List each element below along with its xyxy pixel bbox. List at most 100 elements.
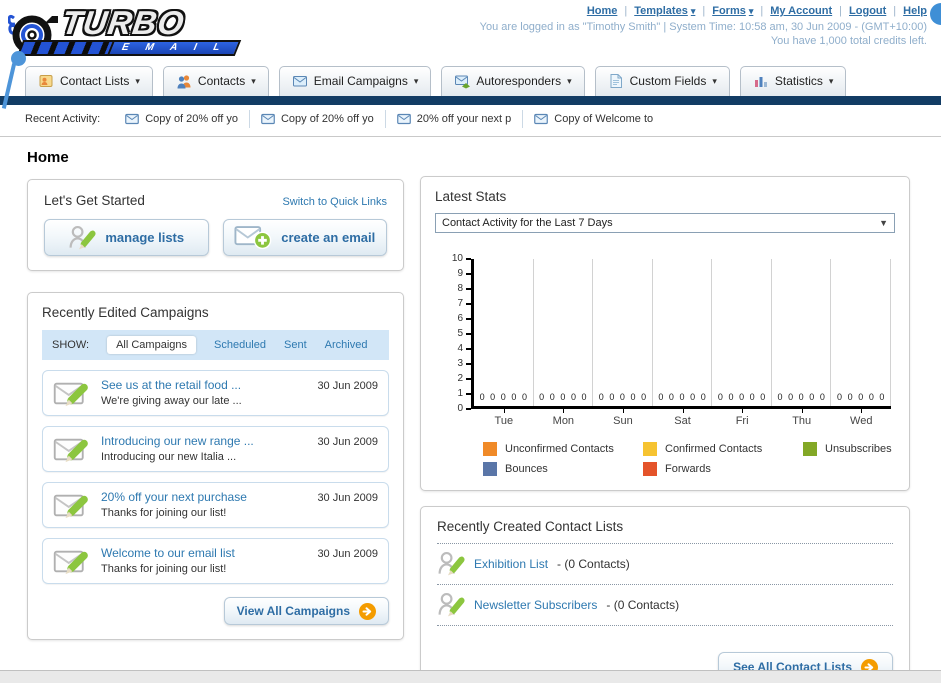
envelope-pencil-icon <box>53 494 88 519</box>
y-tick-label: 2 <box>457 373 471 384</box>
person-pencil-icon <box>69 225 96 249</box>
view-all-campaigns-button[interactable]: View All Campaigns <box>223 597 389 625</box>
filter-archived[interactable]: Archived <box>324 339 368 351</box>
nav-divider-bar <box>0 96 941 105</box>
y-tick-label: 10 <box>452 253 471 264</box>
contact-list-count: - (0 Contacts) <box>557 557 630 571</box>
mail-icon <box>396 113 411 124</box>
y-tick-label: 0 <box>457 403 471 414</box>
campaign-subtitle: Introducing our new Italia ... <box>101 451 237 463</box>
campaign-subtitle: Thanks for joining our list! <box>101 507 227 519</box>
get-started-title: Let's Get Started <box>44 193 145 208</box>
credits-text: You have 1,000 total credits left. <box>770 35 927 47</box>
campaign-title-link[interactable]: Introducing our new range ... <box>101 434 254 448</box>
x-tick-label: Thu <box>772 409 832 427</box>
recent-activity-item[interactable]: Copy of 20% off yo <box>114 110 249 128</box>
contacts-icon <box>177 75 191 89</box>
header-link-forms[interactable]: Forms ▾ <box>712 5 754 17</box>
page-title: Home <box>27 149 69 166</box>
person-pencil-icon <box>438 551 465 576</box>
caret-down-icon: ▾ <box>413 75 419 86</box>
pin-decoration <box>11 51 26 66</box>
recent-activity-item[interactable]: 20% off your next p <box>384 109 523 128</box>
main-nav: Contact Lists ▾ Contacts ▾ Email Campaigns… <box>0 62 941 96</box>
get-started-panel: Let's Get Started Switch to Quick Links … <box>27 179 404 271</box>
filter-all-campaigns[interactable]: All Campaigns <box>107 336 196 354</box>
contact-list-row: Exhibition List - (0 Contacts) <box>437 544 893 585</box>
header-link-logout[interactable]: Logout <box>849 5 887 17</box>
mail-icon <box>534 113 549 124</box>
filter-sent[interactable]: Sent <box>284 339 307 351</box>
y-tick-label: 6 <box>457 313 471 324</box>
legend-item: Forwards <box>643 462 803 476</box>
manage-lists-button[interactable]: manage lists <box>44 219 209 256</box>
nav-tab-autoresponders[interactable]: Autoresponders ▾ <box>441 66 585 96</box>
logo-sub-text: E M A I L <box>106 40 242 56</box>
caret-down-icon: ▾ <box>690 5 696 16</box>
recent-activity-label: Recent Activity: <box>25 112 101 125</box>
contact-list-link[interactable]: Exhibition List <box>474 557 549 571</box>
nav-tab-email-campaigns[interactable]: Email Campaigns ▾ <box>278 66 432 96</box>
header: TURBO E M A I L Home | Templates ▾ | Forms ▾… <box>0 0 941 109</box>
autoresponders-icon <box>455 75 471 89</box>
nav-tab-contacts[interactable]: Contacts ▾ <box>162 66 269 96</box>
campaigns-title: Recently Edited Campaigns <box>42 305 209 320</box>
legend-swatch <box>483 462 497 476</box>
filter-scheduled[interactable]: Scheduled <box>214 339 266 351</box>
turbo-email-logo[interactable]: TURBO E M A I L <box>8 4 248 60</box>
nav-tab-contact-lists[interactable]: Contact Lists ▾ <box>25 66 153 96</box>
campaigns-filter-bar: SHOW: All Campaigns Scheduled Sent Archi… <box>42 330 389 360</box>
y-tick-label: 9 <box>457 268 471 279</box>
nav-tab-custom-fields[interactable]: Custom Fields ▾ <box>594 66 730 96</box>
legend-swatch <box>643 462 657 476</box>
switch-quick-links-link[interactable]: Switch to Quick Links <box>282 196 387 208</box>
header-link-help[interactable]: Help <box>903 5 927 17</box>
campaign-date: 30 Jun 2009 <box>317 436 378 448</box>
nav-tab-statistics[interactable]: Statistics ▾ <box>739 66 847 96</box>
statistics-icon <box>754 77 767 87</box>
chart-x-labels: Tue Mon Sun Sat Fri Thu Wed <box>474 409 891 427</box>
contact-lists-panel: Recently Created Contact Lists Exhibitio… <box>420 506 910 683</box>
main-content: Let's Get Started Switch to Quick Links … <box>0 176 941 683</box>
chart-y-axis: 10 9 8 7 6 5 4 3 2 1 0 <box>441 253 471 414</box>
custom-fields-icon <box>610 74 622 88</box>
select-arrow-icon: ▼ <box>879 218 888 228</box>
campaign-row: Introducing our new range ... Introducin… <box>42 426 389 472</box>
y-tick-label: 8 <box>457 283 471 294</box>
header-link-templates[interactable]: Templates ▾ <box>634 5 696 17</box>
campaign-date: 30 Jun 2009 <box>317 380 378 392</box>
mail-icon <box>125 113 140 124</box>
caret-down-icon: ▾ <box>712 75 717 86</box>
campaign-title-link[interactable]: See us at the retail food ... <box>101 378 242 392</box>
contact-list-row: Newsletter Subscribers - (0 Contacts) <box>437 585 893 626</box>
logo-brand-text: TURBO <box>59 4 187 41</box>
create-email-button[interactable]: create an email <box>222 219 387 256</box>
person-pencil-icon <box>438 592 465 617</box>
campaign-title-link[interactable]: 20% off your next purchase <box>101 490 247 504</box>
login-status-text: You are logged in as "Timothy Smith" | S… <box>479 21 927 33</box>
envelope-pencil-icon <box>53 550 88 575</box>
legend-item: Bounces <box>483 462 643 476</box>
latest-stats-panel: Latest Stats Contact Activity for the La… <box>420 176 910 491</box>
header-link-home[interactable]: Home <box>586 5 618 17</box>
stats-dropdown[interactable]: Contact Activity for the Last 7 Days ▼ <box>435 213 895 233</box>
recent-activity-item[interactable]: Copy of 20% off yo <box>248 109 385 128</box>
campaign-title-link[interactable]: Welcome to our email list <box>101 546 235 560</box>
show-label: SHOW: <box>52 339 90 351</box>
header-link-my-account[interactable]: My Account <box>770 5 833 17</box>
recent-activity-item[interactable]: Copy of Welcome to <box>522 109 664 128</box>
legend-swatch <box>643 442 657 456</box>
legend-item: Unsubscribes <box>803 442 895 456</box>
y-tick-label: 3 <box>457 358 471 369</box>
caret-down-icon: ▾ <box>567 75 572 86</box>
chart-legend: Unconfirmed Contacts Confirmed Contacts Un… <box>483 442 895 476</box>
contact-list-link[interactable]: Newsletter Subscribers <box>474 598 598 612</box>
help-bubble-icon[interactable] <box>930 3 941 25</box>
